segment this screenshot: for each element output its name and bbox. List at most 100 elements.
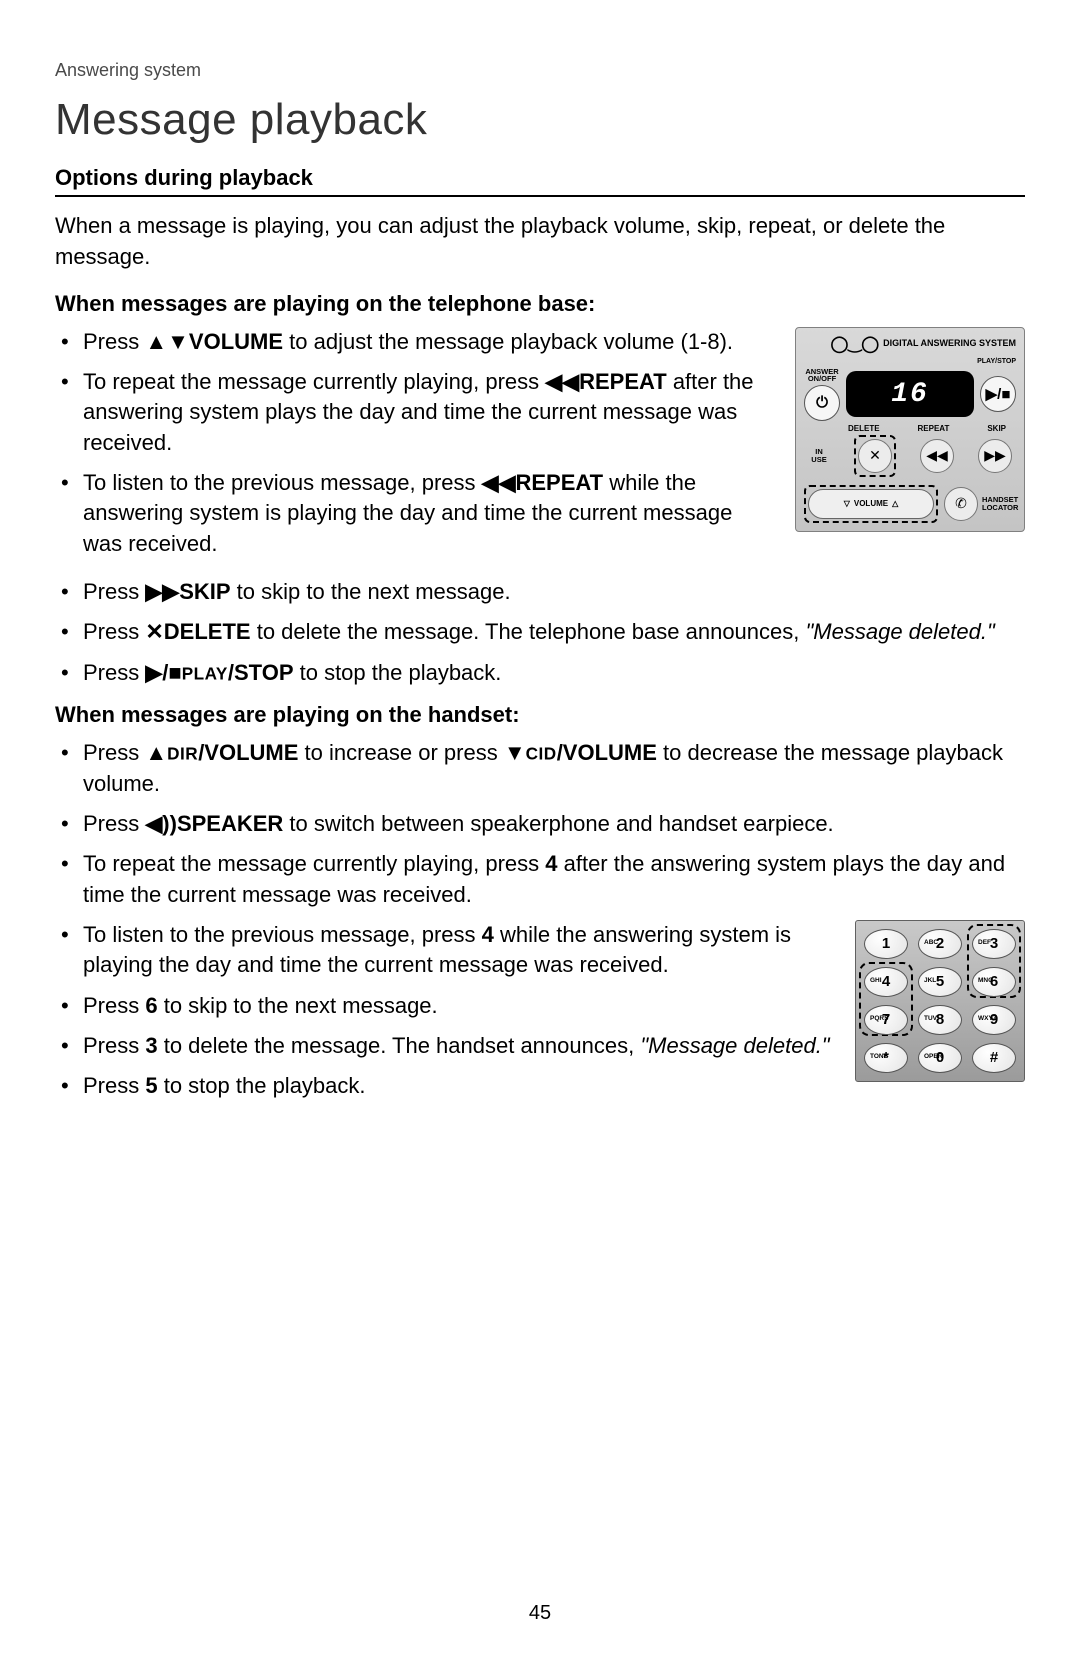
text: Press xyxy=(83,660,145,685)
playstop-button: ▶/■ xyxy=(980,376,1016,412)
bold-label: 3 xyxy=(145,1033,157,1058)
hs-bullet-7: Press 5 to stop the playback. xyxy=(55,1071,837,1101)
text: To listen to the previous message, press xyxy=(83,470,482,495)
smallcaps-label: DIR xyxy=(167,744,198,764)
up-icon: ▲ xyxy=(145,738,167,768)
breadcrumb: Answering system xyxy=(55,60,1025,81)
volume-updown-icon: ▲▼ xyxy=(145,327,189,357)
hs-bullet-4: To listen to the previous message, press… xyxy=(55,920,837,981)
base-bullet-3: To listen to the previous message, press… xyxy=(55,468,777,559)
rewind-icon: ◀◀ xyxy=(482,468,516,498)
playstop-label: PLAY/STOP xyxy=(804,358,1016,365)
keypad-key-6: MNO6 xyxy=(972,967,1016,997)
down-icon: ▼ xyxy=(504,738,526,768)
locator-button: ✆ xyxy=(944,487,978,521)
text: Press xyxy=(83,740,145,765)
bold-label: SKIP xyxy=(179,579,230,604)
speaker-icon: ◀)) xyxy=(145,809,177,839)
handset-bullets-side: To listen to the previous message, press… xyxy=(55,920,837,1102)
text: Press xyxy=(83,619,145,644)
base-bullet-1: Press ▲▼VOLUME to adjust the message pla… xyxy=(55,327,777,357)
keypad-key-*: TONE* xyxy=(864,1043,908,1073)
skip-label: SKIP xyxy=(987,424,1006,433)
volume-label: VOLUME xyxy=(854,499,888,508)
bold-label: 4 xyxy=(482,922,494,947)
hs-bullet-1: Press ▲DIR/VOLUME to increase or press ▼… xyxy=(55,738,1025,799)
repeat-label: REPEAT xyxy=(918,424,950,433)
fastforward-icon: ▶▶ xyxy=(145,577,179,607)
text: Press xyxy=(83,1073,145,1098)
subheading-handset: When messages are playing on the handset… xyxy=(55,702,1025,728)
keypad-illustration: 1ABC2DEF3GHI4JKL5MNO6PQRS7TUV8WXYZ9TONE*… xyxy=(855,920,1025,1082)
delete-button: ✕ xyxy=(858,439,892,473)
keypad-key-2: ABC2 xyxy=(918,929,962,959)
lcd-display: 16 xyxy=(846,371,974,417)
intro-text: When a message is playing, you can adjus… xyxy=(55,211,1025,273)
text: to delete the message. The handset annou… xyxy=(158,1033,641,1058)
text: to switch between speakerphone and hands… xyxy=(283,811,833,836)
bold-label: /STOP xyxy=(228,660,294,685)
hs-bullet-6: Press 3 to delete the message. The hands… xyxy=(55,1031,837,1061)
delete-label: DELETE xyxy=(848,424,880,433)
smallcaps-label: PLAY xyxy=(182,663,228,683)
bold-label: SPEAKER xyxy=(177,811,283,836)
base-bullet-2: To repeat the message currently playing,… xyxy=(55,367,777,458)
base-bullets: Press ▲▼VOLUME to adjust the message pla… xyxy=(55,327,777,560)
x-icon: ✕ xyxy=(145,617,163,647)
text: Press xyxy=(83,329,145,354)
hs-bullet-3: To repeat the message currently playing,… xyxy=(55,849,1025,910)
keypad-key-3: DEF3 xyxy=(972,929,1016,959)
base-bullet-4: Press ▶▶ SKIP to skip to the next messag… xyxy=(55,577,1025,607)
keypad-key-4: GHI4 xyxy=(864,967,908,997)
base-section-row: Press ▲▼VOLUME to adjust the message pla… xyxy=(55,327,1025,570)
quote-text: "Message deleted." xyxy=(640,1033,829,1058)
handset-locator-label: HANDSET LOCATOR xyxy=(982,496,1016,511)
text: Press xyxy=(83,1033,145,1058)
base-bullets-cont: Press ▶▶ SKIP to skip to the next messag… xyxy=(55,577,1025,688)
text: to skip to the next message. xyxy=(158,993,438,1018)
text: to skip to the next message. xyxy=(231,579,511,604)
text: to adjust the message playback volume (1… xyxy=(283,329,733,354)
bold-label: REPEAT xyxy=(516,470,604,495)
bold-label: VOLUME xyxy=(189,329,283,354)
text: to stop the playback. xyxy=(158,1073,366,1098)
bold-label: 5 xyxy=(145,1073,157,1098)
playstop-icon: ▶/■ xyxy=(145,658,181,688)
keypad-key-7: PQRS7 xyxy=(864,1005,908,1035)
keypad-key-1: 1 xyxy=(864,929,908,959)
text: Press xyxy=(83,993,145,1018)
bold-label: 4 xyxy=(545,851,557,876)
subheading-base: When messages are playing on the telepho… xyxy=(55,291,1025,317)
quote-text: "Message deleted." xyxy=(805,619,994,644)
bold-label: REPEAT xyxy=(579,369,667,394)
keypad-key-8: TUV8 xyxy=(918,1005,962,1035)
handset-section-row: To listen to the previous message, press… xyxy=(55,920,1025,1112)
repeat-button: ◀◀ xyxy=(920,439,954,473)
keypad-key-9: WXYZ9 xyxy=(972,1005,1016,1035)
rewind-icon: ◀◀ xyxy=(545,367,579,397)
keypad-key-#: # xyxy=(972,1043,1016,1073)
inuse-label: IN USE xyxy=(808,448,830,463)
skip-button: ▶▶ xyxy=(978,439,1012,473)
bold-label: /VOLUME xyxy=(557,740,657,765)
text: to delete the message. The telephone bas… xyxy=(251,619,806,644)
page-title: Message playback xyxy=(55,95,1025,145)
text: to stop the playback. xyxy=(294,660,502,685)
base-device-illustration: ◯‿◯ DIGITAL ANSWERING SYSTEM PLAY/STOP A… xyxy=(795,327,1025,532)
handset-bullets-top: Press ▲DIR/VOLUME to increase or press ▼… xyxy=(55,738,1025,910)
text: To repeat the message currently playing,… xyxy=(83,369,545,394)
text: to increase or press xyxy=(298,740,503,765)
keypad-key-0: OPER0 xyxy=(918,1043,962,1073)
text: Press xyxy=(83,811,145,836)
tape-icon: ◯‿◯ xyxy=(830,334,879,354)
text: To repeat the message currently playing,… xyxy=(83,851,545,876)
section-heading: Options during playback xyxy=(55,165,1025,197)
volume-rocker: ▽ VOLUME △ xyxy=(808,489,934,519)
answer-onoff-label: ANSWER ON/OFF xyxy=(805,368,839,383)
power-button: ⏻ xyxy=(804,385,840,421)
base-bullet-6: Press ▶/■ PLAY/STOP to stop the playback… xyxy=(55,658,1025,688)
hs-bullet-2: Press ◀))SPEAKER to switch between speak… xyxy=(55,809,1025,839)
bold-label: /VOLUME xyxy=(198,740,298,765)
bold-label: 6 xyxy=(145,993,157,1018)
text: To listen to the previous message, press xyxy=(83,922,482,947)
